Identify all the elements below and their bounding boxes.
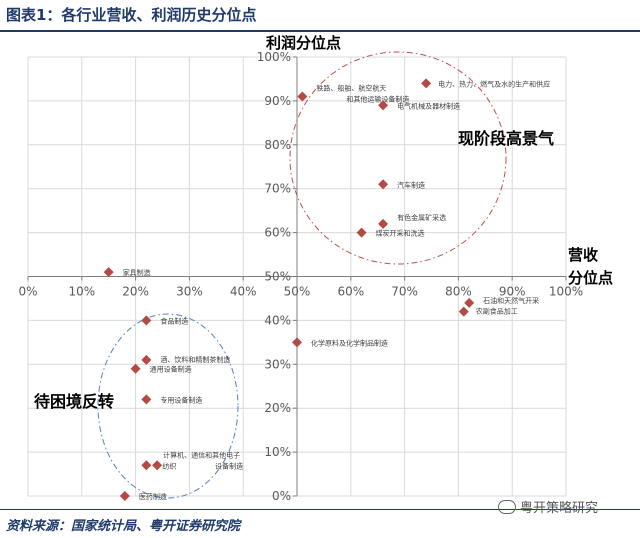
- data-point-label: 酒、饮料和精制茶制造: [160, 355, 230, 364]
- data-point: [103, 267, 114, 278]
- data-point: [356, 227, 367, 238]
- x-tick-label: 10%: [68, 285, 95, 299]
- data-point-label: 电气机械及器材制造: [397, 101, 460, 110]
- data-point: [297, 91, 308, 102]
- data-point-label: 汽车制造: [397, 180, 425, 189]
- high-prosperity-ellipse: [289, 51, 507, 265]
- data-point: [119, 491, 130, 501]
- y-tick-label: 80%: [264, 138, 291, 152]
- data-point: [152, 460, 163, 471]
- data-point-label: 计算机、通信和其他电子: [163, 450, 240, 459]
- source-note: 资料来源：国家统计局、粤开证券研究院: [6, 519, 241, 534]
- data-point-label: 石油和天然气开采: [483, 296, 539, 305]
- y-axis-title: 利润分位点: [266, 34, 341, 52]
- x-tick-label: 0%: [18, 285, 37, 299]
- data-point-label: 煤炭开采和洗选: [376, 229, 425, 238]
- data-point-label: 家具制造: [123, 268, 151, 277]
- data-point-label: 纺织: [162, 461, 176, 470]
- watermark: 粤开策略研究: [498, 497, 598, 516]
- x-tick-label: 60%: [337, 285, 364, 299]
- data-point-label: 医药制造: [139, 492, 167, 501]
- data-point-label: 化学原料及化学制品制造: [311, 338, 388, 347]
- data-point: [130, 363, 141, 374]
- footer-rule: [0, 509, 640, 510]
- y-tick-label: 70%: [264, 182, 291, 196]
- y-tick-label: 50%: [264, 270, 291, 284]
- data-point-label: 食品制造: [160, 316, 188, 325]
- data-point: [378, 179, 389, 190]
- data-point-label: 农副食品加工: [476, 307, 518, 316]
- data-point-label: 铁路、船舶、航空航天: [316, 84, 386, 93]
- data-point: [378, 218, 389, 229]
- data-point-label: 电力、热力、燃气及水的生产和供应: [438, 79, 550, 88]
- watermark-text: 粤开策略研究: [520, 501, 599, 516]
- data-point-label: 有色金属矿采选: [397, 213, 446, 222]
- x-tick-label: 20%: [122, 285, 149, 299]
- x-axis-title-line1: 营收: [568, 246, 598, 264]
- y-tick-label: 30%: [264, 357, 291, 371]
- x-axis-title-line2: 分位点: [568, 269, 613, 287]
- data-point: [292, 337, 302, 348]
- data-point: [421, 78, 432, 89]
- data-point: [141, 460, 152, 471]
- data-point: [458, 306, 469, 317]
- annotation-high-prosperity: 现阶段高景气: [458, 129, 554, 148]
- x-tick-label: 50%: [284, 285, 311, 299]
- y-tick-label: 0%: [272, 489, 291, 503]
- y-tick-label: 100%: [257, 50, 291, 64]
- x-tick-label: 40%: [230, 285, 257, 299]
- data-point: [141, 315, 152, 326]
- data-point-label: 设备制造: [215, 461, 243, 470]
- data-point-label: 和其他运输设备制造: [346, 95, 409, 104]
- data-point: [141, 354, 152, 365]
- y-tick-label: 90%: [264, 94, 291, 108]
- data-point: [141, 394, 152, 405]
- y-tick-label: 60%: [264, 226, 291, 240]
- recovery-ellipse: [97, 313, 239, 499]
- data-point: [378, 100, 389, 111]
- y-tick-label: 10%: [264, 445, 291, 459]
- data-point-label: 专用设备制造: [160, 395, 202, 404]
- wechat-icon: [498, 499, 516, 514]
- y-tick-label: 20%: [264, 401, 291, 415]
- title-rule: [0, 30, 640, 32]
- x-tick-label: 90%: [499, 285, 526, 299]
- y-tick-label: 40%: [264, 313, 291, 327]
- data-point-label: 通用设备制造: [150, 365, 192, 374]
- figure-title: 图表1：各行业营收、利润历史分位点: [6, 6, 257, 24]
- data-point: [464, 297, 475, 308]
- x-tick-label: 30%: [176, 285, 203, 299]
- x-tick-label: 80%: [445, 285, 472, 299]
- x-tick-label: 100%: [549, 285, 583, 299]
- x-tick-label: 70%: [391, 285, 418, 299]
- annotation-recovery: 待困境反转: [34, 392, 114, 411]
